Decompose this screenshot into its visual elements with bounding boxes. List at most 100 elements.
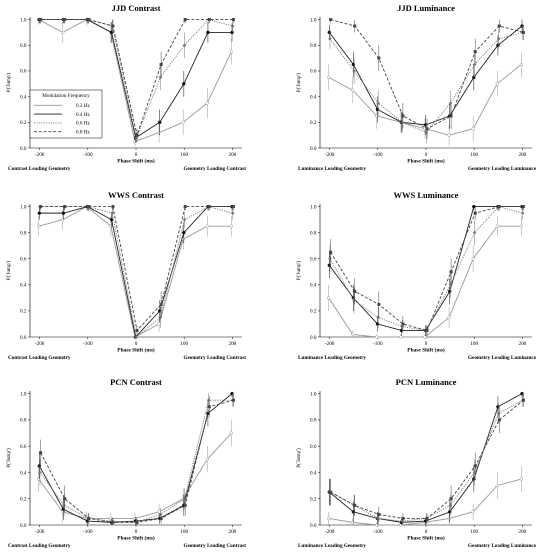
- y-tick-label: 0.8: [310, 418, 317, 424]
- y-axis-label: P('Jump'): [295, 261, 302, 281]
- data-point: [61, 211, 66, 215]
- series-0-4-hz: [327, 204, 524, 336]
- data-point: [109, 224, 113, 228]
- data-point: [472, 204, 476, 209]
- data-point: [183, 205, 187, 209]
- x-tick-label: -100: [373, 152, 383, 158]
- data-point: [520, 211, 525, 216]
- data-point: [63, 18, 67, 22]
- x-axis-label: Phase Shift (ms): [407, 347, 445, 354]
- y-tick-label: 0.4: [20, 283, 27, 289]
- data-point: [352, 69, 356, 73]
- data-point: [158, 75, 163, 80]
- data-point: [352, 298, 356, 303]
- data-point: [182, 496, 187, 501]
- y-tick-label: 0.4: [310, 94, 317, 100]
- data-point: [519, 224, 524, 228]
- chart-title: WWS Contrast: [108, 190, 164, 200]
- data-point: [183, 503, 187, 507]
- chart-title: JJD Luminance: [397, 3, 455, 13]
- data-point: [207, 18, 211, 22]
- data-point: [376, 101, 381, 105]
- data-point: [329, 490, 333, 494]
- x-axis-label: Phase Shift (ms): [407, 535, 445, 542]
- right-caption: Geometry Leading Luminance: [468, 543, 537, 549]
- data-point: [205, 101, 209, 105]
- y-tick-label: 0.0: [20, 146, 27, 152]
- data-point: [449, 497, 453, 501]
- x-tick-label: -200: [325, 152, 335, 158]
- data-point: [329, 18, 333, 22]
- series-line: [328, 25, 523, 126]
- chart-0: JJD Contrast 0.0 0.2 0.4 0.6 0.8 1.0 -200 -100 0 1…: [5, 3, 246, 172]
- series-line: [38, 393, 233, 523]
- series-0-6-hz: [38, 393, 235, 525]
- x-tick-label: 100: [470, 341, 478, 347]
- data-point: [472, 75, 476, 80]
- data-point: [401, 114, 405, 118]
- data-point: [182, 217, 187, 222]
- data-point: [135, 328, 139, 332]
- data-point: [496, 43, 500, 48]
- data-point: [229, 431, 234, 435]
- y-tick-label: 1.0: [310, 17, 317, 23]
- left-caption: Luminance Leading Geometry: [298, 166, 366, 172]
- chart-2: WWS Contrast 0.0 0.2 0.4 0.6 0.8 1.0 -200 -100 0 1…: [5, 190, 246, 361]
- x-tick-label: -200: [325, 341, 335, 347]
- data-point: [182, 230, 186, 235]
- data-point: [38, 470, 42, 475]
- data-point: [181, 120, 185, 124]
- data-point: [375, 335, 379, 339]
- data-point: [423, 335, 427, 339]
- series-0-4-hz: [327, 19, 524, 136]
- y-tick-label: 0.2: [310, 120, 317, 126]
- data-point: [521, 398, 525, 402]
- data-point: [496, 411, 501, 416]
- data-point: [85, 519, 90, 523]
- legend-entry: 0.8 Hz: [76, 129, 91, 135]
- right-caption: Geometry Leading Luminance: [468, 355, 537, 361]
- y-axis-label: P('Jump'): [295, 73, 302, 93]
- series-line: [39, 206, 233, 338]
- series-0-2-hz: [326, 465, 524, 527]
- left-caption: Contrast Leading Geometry: [8, 355, 71, 361]
- data-point: [425, 328, 429, 332]
- series-line: [328, 206, 523, 331]
- y-tick-label: 0.8: [20, 230, 27, 236]
- y-tick-label: 1.0: [20, 204, 27, 210]
- series-0-8-hz: [39, 393, 235, 525]
- y-tick-label: 0.0: [310, 523, 317, 529]
- y-tick-label: 0.6: [310, 444, 317, 450]
- data-point: [230, 211, 235, 216]
- data-point: [134, 335, 139, 339]
- series-0-8-hz: [39, 205, 235, 335]
- series-line: [329, 393, 523, 523]
- series-0-2-hz: [326, 51, 524, 146]
- data-point: [328, 256, 332, 261]
- data-point: [87, 516, 91, 520]
- y-axis-label: P('Jump'): [5, 448, 12, 468]
- series-line: [38, 432, 232, 519]
- data-point: [207, 205, 211, 209]
- x-axis-label: Phase Shift (ms): [407, 158, 445, 165]
- x-tick-label: 200: [518, 152, 526, 158]
- data-point: [109, 516, 113, 521]
- x-tick-label: -100: [83, 341, 93, 347]
- data-point: [375, 523, 379, 527]
- series-line: [40, 399, 234, 523]
- data-point: [496, 36, 501, 41]
- x-tick-label: 0: [425, 529, 428, 535]
- data-point: [230, 30, 234, 35]
- x-tick-label: -100: [373, 529, 383, 535]
- y-tick-label: 1.0: [310, 204, 317, 210]
- data-point: [351, 62, 356, 67]
- x-tick-label: 0: [135, 529, 138, 535]
- x-tick-label: -200: [35, 152, 45, 158]
- data-point: [111, 205, 115, 209]
- series-0-8-hz: [329, 18, 525, 140]
- y-tick-label: 1.0: [310, 391, 317, 397]
- data-point: [447, 315, 451, 320]
- left-caption: Luminance Leading Geometry: [298, 543, 366, 549]
- data-point: [449, 270, 453, 274]
- x-tick-label: 100: [470, 529, 478, 535]
